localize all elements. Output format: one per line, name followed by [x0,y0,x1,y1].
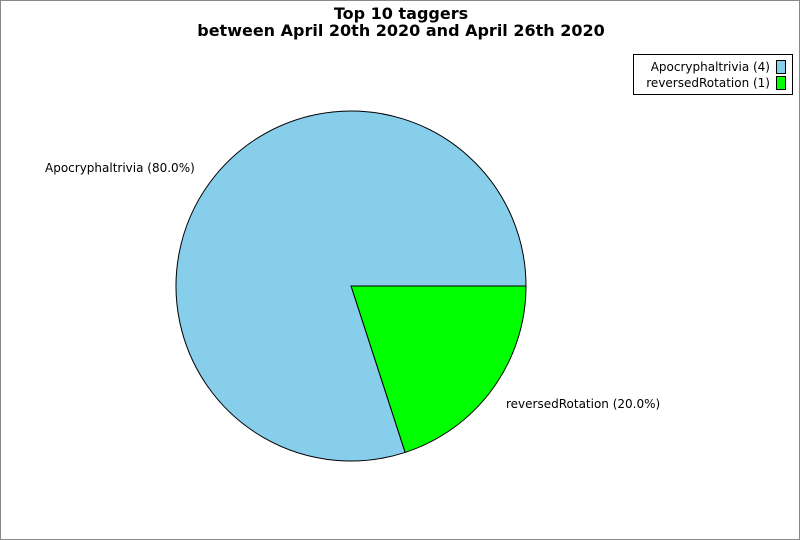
legend-label: reversedRotation (1) [646,76,770,90]
slice-label-reversedrotation: reversedRotation (20.0%) [506,397,660,411]
legend: Apocryphaltrivia (4) reversedRotation (1… [633,54,793,95]
legend-label: Apocryphaltrivia (4) [650,60,770,74]
legend-swatch [776,60,786,74]
chart-title: Top 10 taggers [333,4,469,23]
legend-swatch [776,76,786,90]
pie-slice-apocryphaltrivia [175,110,527,462]
legend-item-reversedrotation: reversedRotation (1) [646,75,786,91]
chart-subtitle: between April 20th 2020 and April 26th 2… [197,21,605,40]
pie-slice-reversedrotation [350,285,527,454]
slice-label-apocryphaltrivia: Apocryphaltrivia (80.0%) [45,161,195,175]
legend-item-apocryphaltrivia: Apocryphaltrivia (4) [651,59,786,75]
